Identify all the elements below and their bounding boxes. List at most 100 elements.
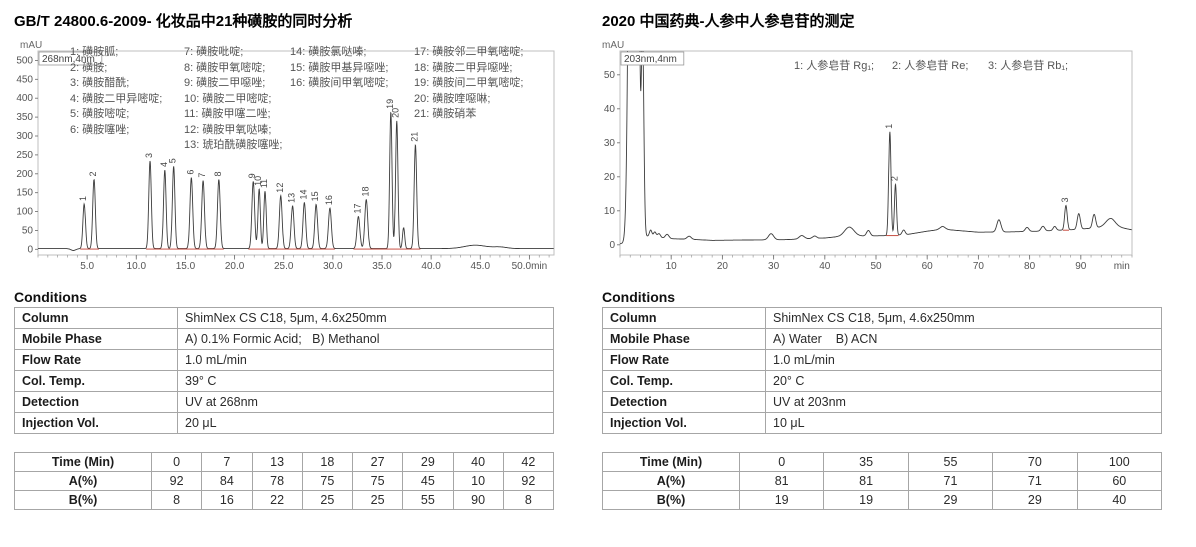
legend-column: 2: 人参皂苷 Re; xyxy=(892,59,968,75)
condition-value: UV at 203nm xyxy=(765,391,1162,413)
x-tick-label: min xyxy=(1114,261,1130,272)
legend-item: 10: 磺胺二甲嘧啶; xyxy=(184,92,272,105)
gradient-value-cell: 75 xyxy=(301,471,354,491)
y-axis-unit-label: mAU xyxy=(602,40,624,51)
time-value-cell: 0 xyxy=(150,452,203,472)
time-value-cell: 35 xyxy=(823,452,909,472)
legend-item: 3: 磺胺醋酰; xyxy=(70,77,130,89)
condition-label: Mobile Phase xyxy=(14,328,178,350)
time-value-cell: 7 xyxy=(201,452,253,472)
y-tick-label: 0 xyxy=(609,240,615,251)
peak-label: 13 xyxy=(287,193,297,203)
peak-label: 18 xyxy=(360,186,370,196)
legend-item: 11: 磺胺甲噻二唑; xyxy=(184,108,271,120)
condition-label: Flow Rate xyxy=(14,349,178,371)
gradient-value-cell: 92 xyxy=(502,471,555,491)
condition-value: ShimNex CS C18, 5μm, 4.6x250mm xyxy=(177,307,554,329)
gradient-value-cell: 75 xyxy=(351,471,404,491)
time-value-cell: 27 xyxy=(351,452,404,472)
condition-label: Col. Temp. xyxy=(14,370,178,392)
y-tick-label: 500 xyxy=(16,55,33,66)
panel-sulfonamides: GB/T 24800.6-2009- 化妆品中21种磺胺的同时分析 mAU 5.0… xyxy=(14,8,576,510)
gradient-value-cell: 29 xyxy=(907,490,994,510)
condition-value: 39° C xyxy=(177,370,554,392)
condition-label: Detection xyxy=(14,391,178,413)
x-tick-label: 70 xyxy=(973,261,985,272)
gradient-value-cell: 78 xyxy=(251,471,303,491)
chromatogram-right: mAU 10 20 30 40 50 60 70 80 90 min 0 10 20 30 40 50 1 2 3 20… xyxy=(602,37,1176,277)
conditions-row: Column ShimNex CS C18, 5μm, 4.6x250mm xyxy=(602,307,1162,329)
condition-value: 20 μL xyxy=(177,412,554,434)
legend-item: 18: 磺胺二甲异噁唑; xyxy=(414,61,513,74)
condition-label: Injection Vol. xyxy=(602,412,766,434)
x-tick-label: 10 xyxy=(666,261,678,272)
condition-value: A) Water B) ACN xyxy=(765,328,1162,350)
gradient-value-cell: 25 xyxy=(301,490,354,510)
y-tick-label: 20 xyxy=(604,172,616,183)
legend-column: 14: 磺胺氯哒嗪; 15: 磺胺甲基异噁唑; 16: 磺胺间甲氧嘧啶; xyxy=(290,45,388,92)
gradient-table-right: Time (Min) 0 35 55 70 100 A(%) 81 81 71 71 60 B(%) 19… xyxy=(602,452,1163,510)
detector-label: 203nm,4nm xyxy=(624,54,677,65)
gradient-header-row: Time (Min) 0 7 13 18 27 29 40 42 xyxy=(14,452,555,472)
conditions-row: Flow Rate 1.0 mL/min xyxy=(14,349,554,371)
legend-item: 19: 磺胺间二甲氧嘧啶; xyxy=(414,77,524,89)
peak-label: 5 xyxy=(168,158,178,163)
peak-label: 3 xyxy=(1060,197,1070,202)
peak-label: 11 xyxy=(259,179,269,188)
x-tick-label: 40.0 xyxy=(421,261,441,272)
x-tick-label: 90 xyxy=(1075,261,1087,272)
x-tick-label: 60 xyxy=(922,261,934,272)
panel-title-right: 2020 中国药典-人参中人参皂苷的测定 xyxy=(602,13,855,30)
y-tick-label: 450 xyxy=(16,74,33,85)
legend-column: 3: 人参皂苷 Rb₁; xyxy=(988,59,1068,75)
y-tick-label: 50 xyxy=(22,225,34,236)
condition-value: 10 μL xyxy=(765,412,1162,434)
gradient-value-cell: 81 xyxy=(738,471,825,491)
conditions-row: Detection UV at 203nm xyxy=(602,391,1162,413)
gradient-value-cell: 16 xyxy=(201,490,253,510)
legend-item: 13: 琥珀酰磺胺噻唑; xyxy=(184,139,283,151)
y-tick-label: 40 xyxy=(604,104,616,115)
y-tick-label: 100 xyxy=(16,207,33,218)
condition-label: Mobile Phase xyxy=(602,328,766,350)
gradient-table-left: Time (Min) 0 7 13 18 27 29 40 42 A(%) 92 84 78 75 75 45… xyxy=(14,452,555,510)
y-tick-label: 200 xyxy=(16,169,33,180)
y-tick-label: 250 xyxy=(16,150,33,161)
time-value-cell: 40 xyxy=(452,452,504,472)
peak-label: 4 xyxy=(159,162,169,167)
condition-value: ShimNex CS C18, 5μm, 4.6x250mm xyxy=(765,307,1162,329)
legend-column: 17: 磺胺邻二甲氧嘧啶; 18: 磺胺二甲异噁唑; 19: 磺胺间二甲氧嘧啶; 20… xyxy=(414,45,523,123)
x-tick-label: 50 xyxy=(870,261,882,272)
x-tick-label: 20 xyxy=(717,261,729,272)
condition-label: Col. Temp. xyxy=(602,370,766,392)
conditions-row: Flow Rate 1.0 mL/min xyxy=(602,349,1162,371)
y-tick-label: 400 xyxy=(16,93,33,104)
gradient-row: B(%) 19 19 29 29 40 xyxy=(602,490,1163,510)
condition-label: Detection xyxy=(602,391,766,413)
condition-label: Column xyxy=(14,307,178,329)
x-tick-label: 80 xyxy=(1024,261,1036,272)
gradient-value-cell: 25 xyxy=(351,490,404,510)
y-tick-label: 300 xyxy=(16,131,33,142)
legend-item: 1: 磺胺胍; xyxy=(70,46,119,58)
legend-item: 16: 磺胺间甲氧嘧啶; xyxy=(290,77,389,89)
gradient-value-cell: 29 xyxy=(992,490,1078,510)
conditions-table-left: Column ShimNex CS C18, 5μm, 4.6x250mm Mobi… xyxy=(14,307,554,434)
legend-item: 3: 人参皂苷 Rb₁; xyxy=(988,60,1069,72)
peak-label: 21 xyxy=(409,132,419,142)
gradient-header-row: Time (Min) 0 35 55 70 100 xyxy=(602,452,1163,472)
condition-value: 20° C xyxy=(765,370,1162,392)
condition-value: 1.0 mL/min xyxy=(765,349,1162,371)
conditions-heading-left: Conditions xyxy=(14,289,88,305)
plot-frame xyxy=(619,50,1133,256)
peak-label: 15 xyxy=(310,191,320,201)
x-tick-label: 20.0 xyxy=(225,261,245,272)
gradient-value-cell: 92 xyxy=(150,471,203,491)
panel-ginsenosides: 2020 中国药典-人参中人参皂苷的测定 mAU 10 20 30 40 50 60 70 80… xyxy=(602,8,1176,510)
time-value-cell: 29 xyxy=(402,452,454,472)
x-tick-label: 30.0 xyxy=(323,261,343,272)
peak-label: 1 xyxy=(884,124,894,129)
chromatogram-svg-right: mAU 10 20 30 40 50 60 70 80 90 min 0 10 20 30 40 50 1 2 3 20… xyxy=(602,40,1133,272)
gradient-value-cell: 81 xyxy=(823,471,909,491)
gradient-value-cell: 10 xyxy=(452,471,504,491)
